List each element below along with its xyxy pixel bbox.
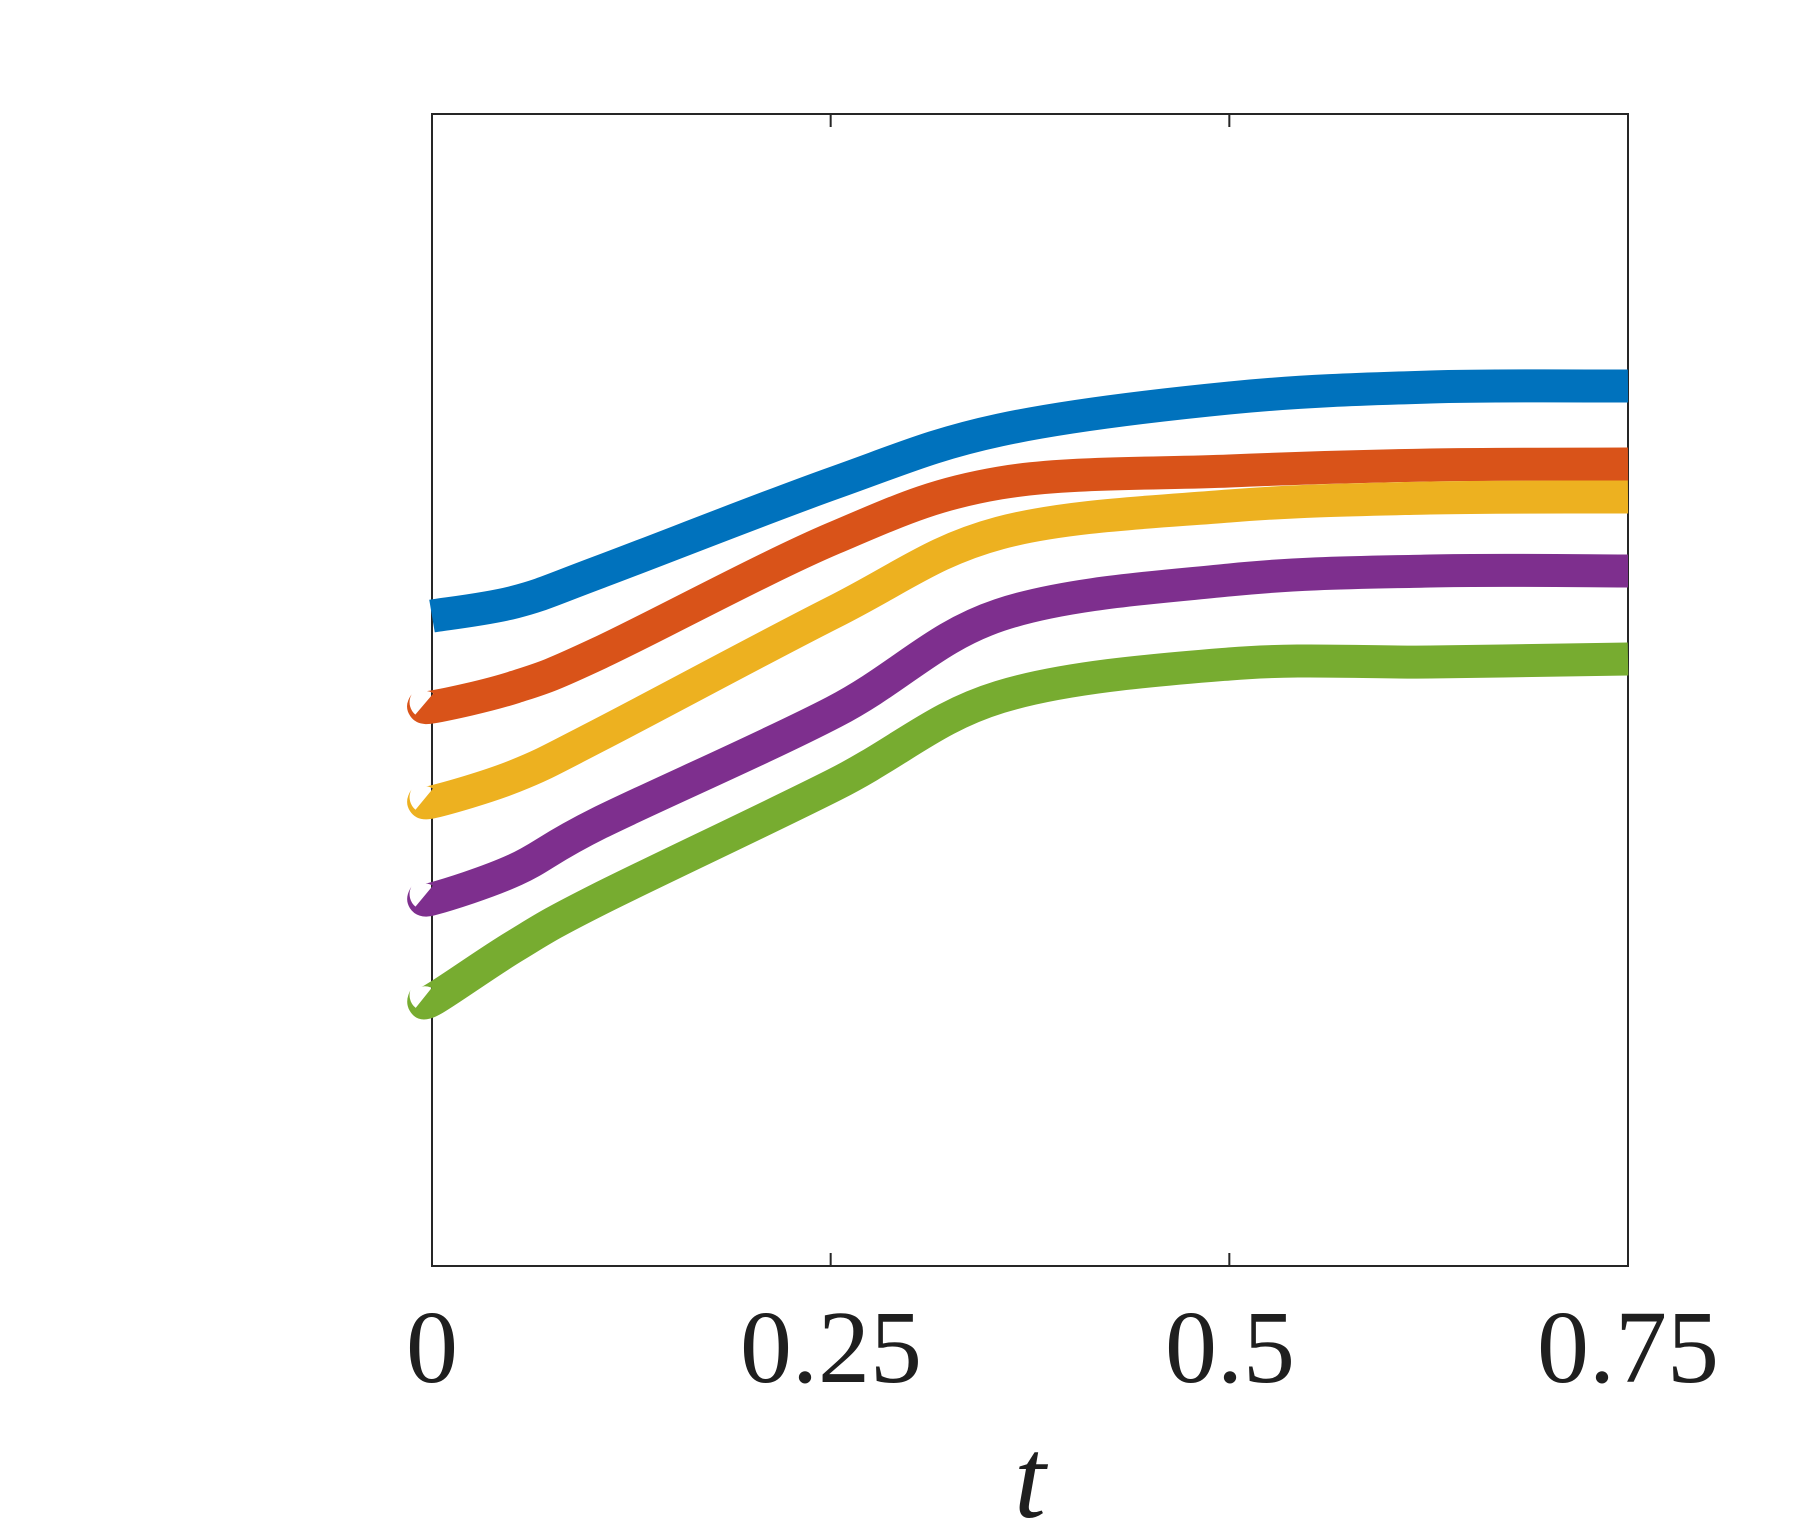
series-group — [407, 369, 1629, 1020]
x-tick-label-0: 0 — [406, 1290, 458, 1405]
series-2-orange-line — [407, 447, 1629, 725]
x-tick-label-2: 0.5 — [1165, 1290, 1295, 1405]
plot-box — [431, 113, 1629, 1267]
series-4-purple-line — [407, 553, 1629, 917]
x-ticks-group — [431, 114, 1629, 1266]
x-tick-label-3: 0.75 — [1537, 1290, 1719, 1405]
x-axis-label: t — [1014, 1415, 1048, 1520]
x-tick-label-1: 0.25 — [740, 1290, 922, 1405]
series-1-blue-line — [429, 369, 1629, 633]
series-3-yellow-line — [407, 480, 1629, 820]
series-5-green-line — [407, 642, 1629, 1020]
